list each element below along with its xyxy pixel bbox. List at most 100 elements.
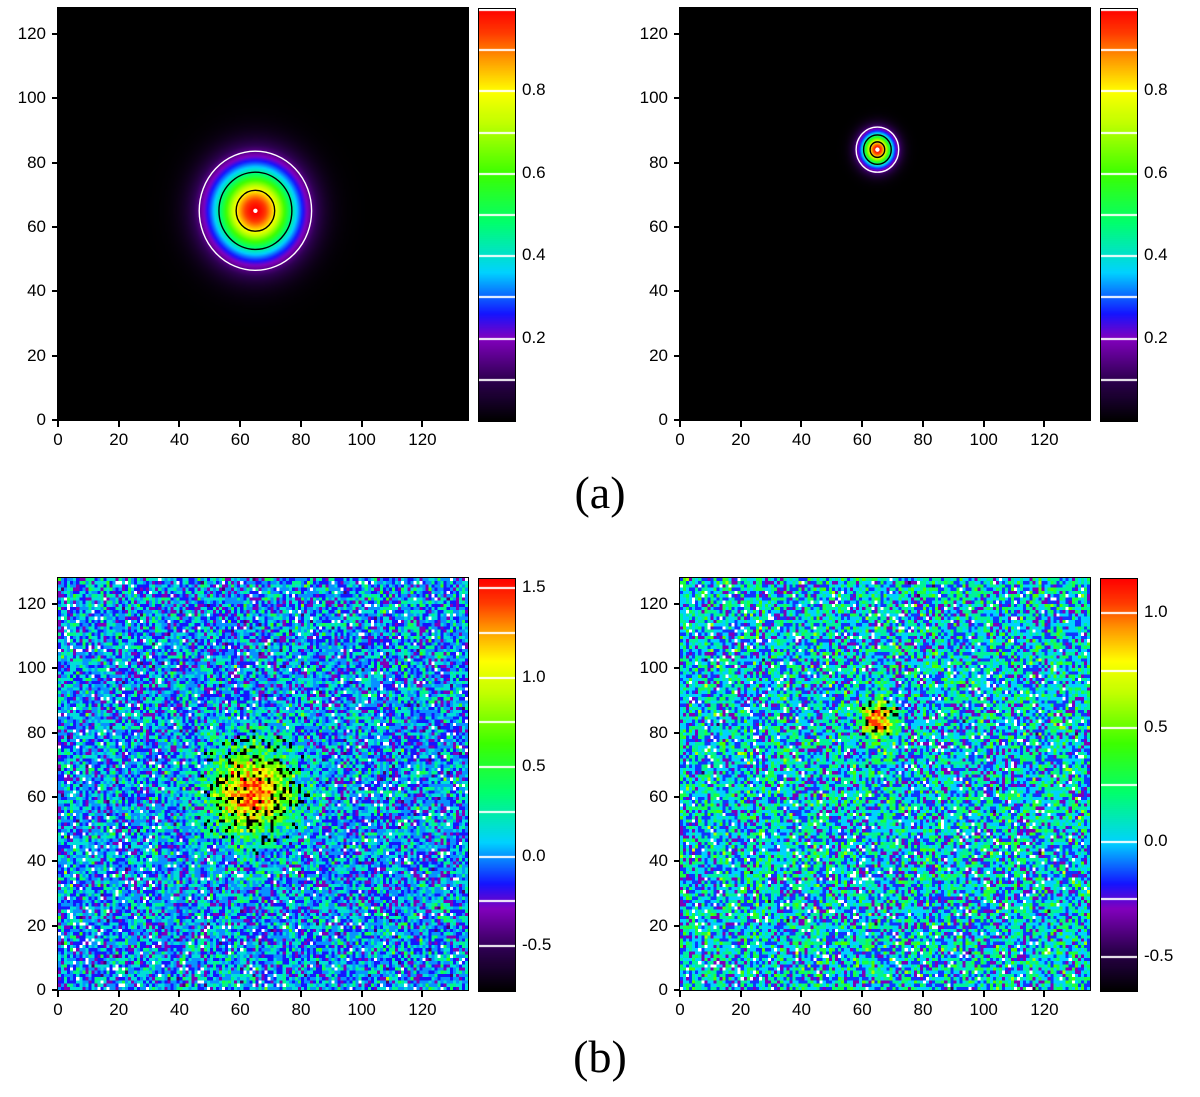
contour-overlay: [680, 578, 1090, 990]
colorbar-tick-label: 0.0: [522, 845, 546, 865]
colorbar: [1100, 578, 1138, 992]
contour-overlay: [855, 126, 900, 173]
y-tick-mark: [52, 32, 58, 35]
heatmap-panel-top-right: 0 20 40 60 80 100 120 0 20 40 60 80 100 120 0.8 0.6 0.…: [630, 0, 1200, 455]
y-tick-label: 0: [36, 410, 46, 429]
x-tick-mark: [1043, 421, 1046, 427]
y-tick-label: 40: [649, 281, 668, 301]
y-tick-label: 60: [649, 216, 668, 236]
colorbar-canvas: [479, 579, 515, 991]
center-dot: [875, 147, 880, 152]
heatmap-canvas: [680, 8, 1090, 420]
colorbar-canvas: [479, 9, 515, 421]
x-tick-mark: [679, 991, 681, 997]
x-tick-mark: [679, 421, 681, 427]
y-tick-label: 80: [649, 722, 668, 742]
y-tick-mark: [674, 290, 680, 293]
heatmap-canvas: [58, 8, 468, 420]
heatmap-plot-area: [57, 7, 469, 421]
x-tick-label: 80: [913, 430, 933, 449]
y-axis-tick-marks: [52, 8, 58, 421]
y-tick-label: 60: [27, 216, 46, 236]
colorbar-canvas: [1101, 9, 1137, 421]
y-tick-label: 80: [27, 152, 46, 172]
y-axis-tick-labels: 0 20 40 60 80 100 120: [8, 578, 52, 998]
colorbar-tick-labels: 0.8 0.6 0.4 0.2: [1144, 8, 1200, 420]
heatmap-plot-area: [679, 577, 1091, 991]
x-tick-label: 40: [792, 1000, 811, 1019]
x-tick-mark: [239, 991, 242, 997]
y-tick-label: 100: [639, 88, 668, 108]
y-tick-label: 40: [649, 851, 668, 871]
heatmap-panel-top-left: 0 20 40 60 80 100 120 0 20 40 60 80 100 120 0.8 0.6 0.…: [8, 0, 593, 455]
x-tick-mark: [800, 991, 803, 997]
x-tick-mark: [299, 991, 302, 997]
y-axis-tick-labels: 0 20 40 60 80 100 120: [630, 8, 674, 428]
x-tick-mark: [239, 421, 242, 427]
x-tick-mark: [117, 421, 120, 427]
y-tick-label: 0: [658, 410, 668, 429]
x-tick-mark: [921, 991, 924, 997]
x-tick-label: 60: [852, 430, 872, 449]
x-axis-tick-marks: [679, 991, 1090, 997]
colorbar-tick-label: 1.0: [522, 666, 546, 686]
x-axis-tick-marks: [57, 421, 468, 427]
x-axis-tick-labels: 0 20 40 60 80 100 120: [675, 1000, 1090, 1022]
x-tick-mark: [421, 991, 424, 997]
x-tick-mark: [57, 421, 59, 427]
colorbar: [1100, 8, 1138, 422]
y-axis-tick-marks: [674, 8, 680, 421]
x-tick-label: 120: [1030, 430, 1059, 449]
x-tick-label: 20: [109, 1000, 129, 1019]
x-tick-label: 0: [53, 1000, 63, 1019]
x-tick-mark: [739, 991, 742, 997]
y-tick-mark: [674, 354, 680, 357]
y-tick-label: 100: [639, 658, 668, 678]
x-tick-mark: [861, 991, 864, 997]
y-tick-mark: [52, 419, 58, 421]
y-tick-label: 80: [649, 152, 668, 172]
y-tick-label: 0: [36, 980, 46, 999]
colorbar-tick-label: 0.4: [1144, 245, 1168, 265]
x-tick-mark: [421, 421, 424, 427]
colorbar-tick-label: 0.6: [522, 162, 546, 182]
contour-line: [869, 141, 886, 159]
y-tick-mark: [52, 97, 58, 100]
y-tick-mark: [52, 290, 58, 293]
y-tick-label: 120: [639, 593, 668, 613]
heatmap-canvas: [58, 578, 468, 990]
colorbar-tick-label: 0.5: [522, 756, 546, 776]
y-tick-mark: [674, 731, 680, 734]
colorbar-tick-label: 0.0: [1144, 831, 1168, 851]
x-tick-label: 0: [53, 430, 63, 449]
y-tick-mark: [52, 989, 58, 991]
x-tick-label: 100: [347, 430, 376, 449]
contour-overlay: [198, 150, 313, 272]
y-tick-mark: [52, 602, 58, 605]
y-tick-label: 20: [27, 345, 46, 365]
x-tick-label: 20: [731, 430, 751, 449]
contour-line: [235, 189, 276, 232]
y-tick-mark: [52, 667, 58, 670]
colorbar: [478, 578, 516, 992]
x-tick-mark: [982, 421, 985, 427]
colorbar-tick-label: 1.0: [1144, 602, 1168, 622]
x-tick-label: 100: [347, 1000, 376, 1019]
y-tick-label: 40: [27, 281, 46, 301]
x-tick-mark: [861, 421, 864, 427]
contour-line: [855, 126, 900, 173]
x-tick-mark: [178, 991, 181, 997]
y-tick-label: 60: [27, 786, 46, 806]
colorbar-tick-label: -0.5: [1144, 945, 1174, 965]
y-tick-mark: [52, 731, 58, 734]
heatmap-canvas: [680, 578, 1090, 990]
x-tick-mark: [117, 991, 120, 997]
y-tick-label: 20: [649, 915, 668, 935]
x-tick-label: 40: [170, 1000, 189, 1019]
y-tick-label: 80: [27, 722, 46, 742]
x-tick-mark: [57, 991, 59, 997]
y-tick-label: 40: [27, 851, 46, 871]
x-tick-label: 120: [408, 1000, 437, 1019]
x-axis-tick-marks: [679, 421, 1090, 427]
x-tick-mark: [739, 421, 742, 427]
